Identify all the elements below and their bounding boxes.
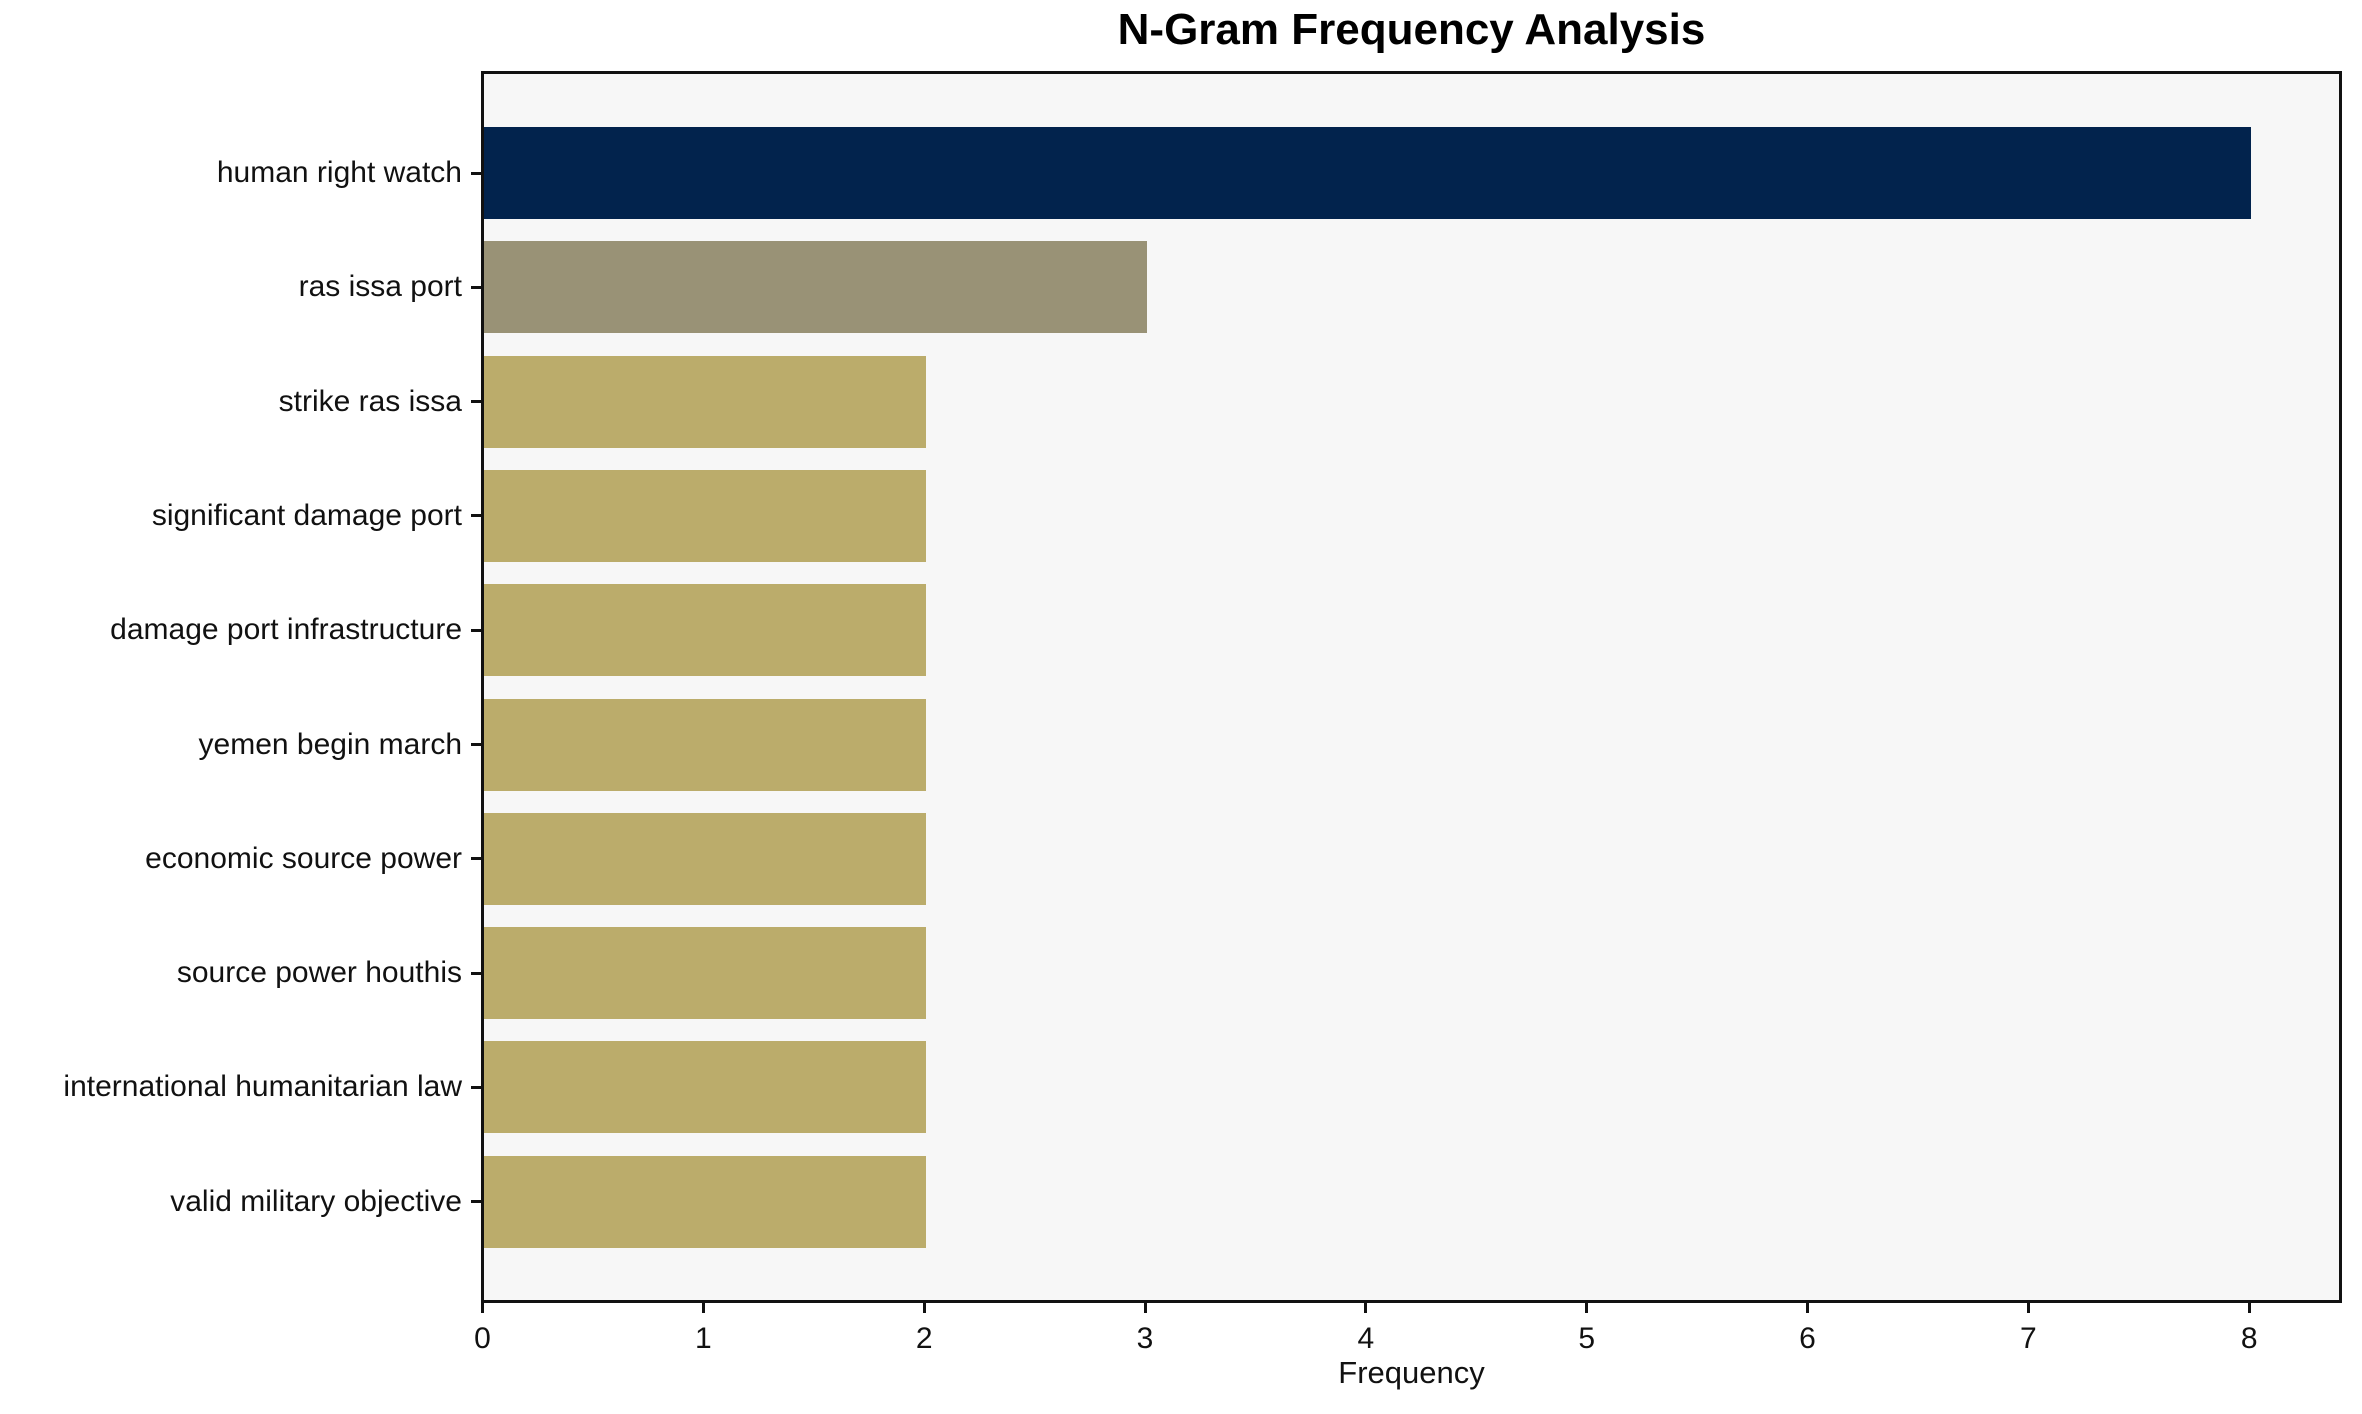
x-tick-mark bbox=[922, 1303, 926, 1313]
x-tick-label: 1 bbox=[694, 1322, 712, 1355]
x-axis-label: Frequency bbox=[1338, 1355, 1485, 1390]
y-tick-mark bbox=[471, 1200, 481, 1204]
x-tick-label: 8 bbox=[2240, 1322, 2258, 1355]
y-tick-label: international humanitarian law bbox=[63, 1070, 462, 1104]
x-tick-label: 4 bbox=[1357, 1322, 1375, 1355]
bar bbox=[484, 812, 926, 905]
y-tick-label: economic source power bbox=[145, 841, 462, 875]
y-tick-mark bbox=[471, 171, 481, 175]
y-tick-mark bbox=[471, 285, 481, 289]
bar bbox=[484, 355, 926, 448]
bar bbox=[484, 469, 926, 562]
y-tick-label: strike ras issa bbox=[278, 384, 462, 418]
y-tick-mark bbox=[471, 857, 481, 861]
y-tick-mark bbox=[471, 743, 481, 746]
y-tick-label: significant damage port bbox=[151, 498, 462, 532]
bar bbox=[484, 1155, 926, 1248]
y-tick-mark bbox=[471, 514, 481, 518]
x-tick-mark bbox=[1806, 1303, 1809, 1313]
x-tick-mark bbox=[2026, 1303, 2030, 1313]
y-tick-mark bbox=[471, 1085, 481, 1089]
x-tick-mark bbox=[1143, 1303, 1147, 1313]
x-tick-label: 2 bbox=[915, 1322, 933, 1355]
x-tick-label: 0 bbox=[474, 1322, 491, 1355]
x-tick-mark bbox=[481, 1303, 484, 1313]
y-tick-label: valid military objective bbox=[170, 1184, 462, 1218]
bar bbox=[484, 584, 926, 677]
y-tick-mark bbox=[471, 628, 481, 632]
y-tick-label: human right watch bbox=[216, 156, 462, 189]
y-tick-label: source power houthis bbox=[176, 956, 462, 990]
x-tick-label: 7 bbox=[2019, 1322, 2037, 1355]
y-tick-label: damage port infrastructure bbox=[110, 613, 462, 647]
x-tick-mark bbox=[701, 1303, 705, 1313]
chart-title: N-Gram Frequency Analysis bbox=[1117, 5, 1706, 54]
x-tick-label: 5 bbox=[1578, 1322, 1595, 1355]
plot-area bbox=[481, 71, 2342, 1303]
x-tick-mark bbox=[2247, 1303, 2251, 1313]
bar bbox=[484, 127, 2251, 219]
y-tick-label: ras issa port bbox=[298, 270, 462, 304]
y-tick-mark bbox=[471, 971, 481, 975]
bar bbox=[484, 698, 926, 791]
x-tick-mark bbox=[1585, 1303, 1589, 1313]
bar bbox=[484, 1041, 926, 1134]
bar bbox=[484, 241, 1147, 334]
x-tick-label: 6 bbox=[1799, 1322, 1816, 1355]
y-tick-label: yemen begin march bbox=[198, 727, 462, 761]
y-tick-mark bbox=[471, 400, 481, 404]
x-tick-mark bbox=[1364, 1303, 1368, 1313]
x-tick-label: 3 bbox=[1136, 1322, 1154, 1355]
bar bbox=[484, 927, 926, 1020]
